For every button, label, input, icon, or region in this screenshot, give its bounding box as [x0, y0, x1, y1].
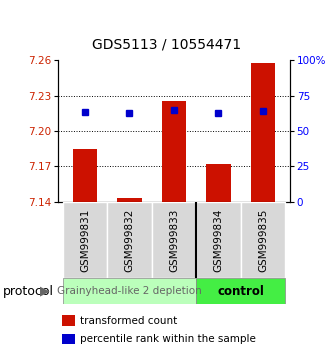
Text: ▶: ▶ [40, 285, 50, 298]
Text: GSM999833: GSM999833 [169, 208, 179, 272]
Bar [162, 102, 186, 202]
Bar [63, 202, 107, 278]
Text: percentile rank within the sample: percentile rank within the sample [80, 334, 256, 344]
Text: control: control [217, 285, 264, 298]
Bar [73, 149, 97, 202]
Bar [117, 198, 142, 202]
Bar [107, 202, 152, 278]
Text: GSM999834: GSM999834 [213, 208, 223, 272]
Text: GDS5113 / 10554471: GDS5113 / 10554471 [92, 37, 241, 51]
Text: protocol: protocol [3, 285, 54, 298]
Text: GSM999832: GSM999832 [125, 208, 135, 272]
Bar [241, 202, 285, 278]
Text: GSM999835: GSM999835 [258, 208, 268, 272]
Text: Grainyhead-like 2 depletion: Grainyhead-like 2 depletion [57, 286, 202, 296]
Bar [206, 164, 231, 202]
Bar [196, 202, 241, 278]
Bar [251, 63, 275, 202]
Text: GSM999831: GSM999831 [80, 208, 90, 272]
Bar [196, 278, 285, 304]
Text: transformed count: transformed count [80, 315, 177, 326]
Bar [63, 278, 196, 304]
Bar [152, 202, 196, 278]
